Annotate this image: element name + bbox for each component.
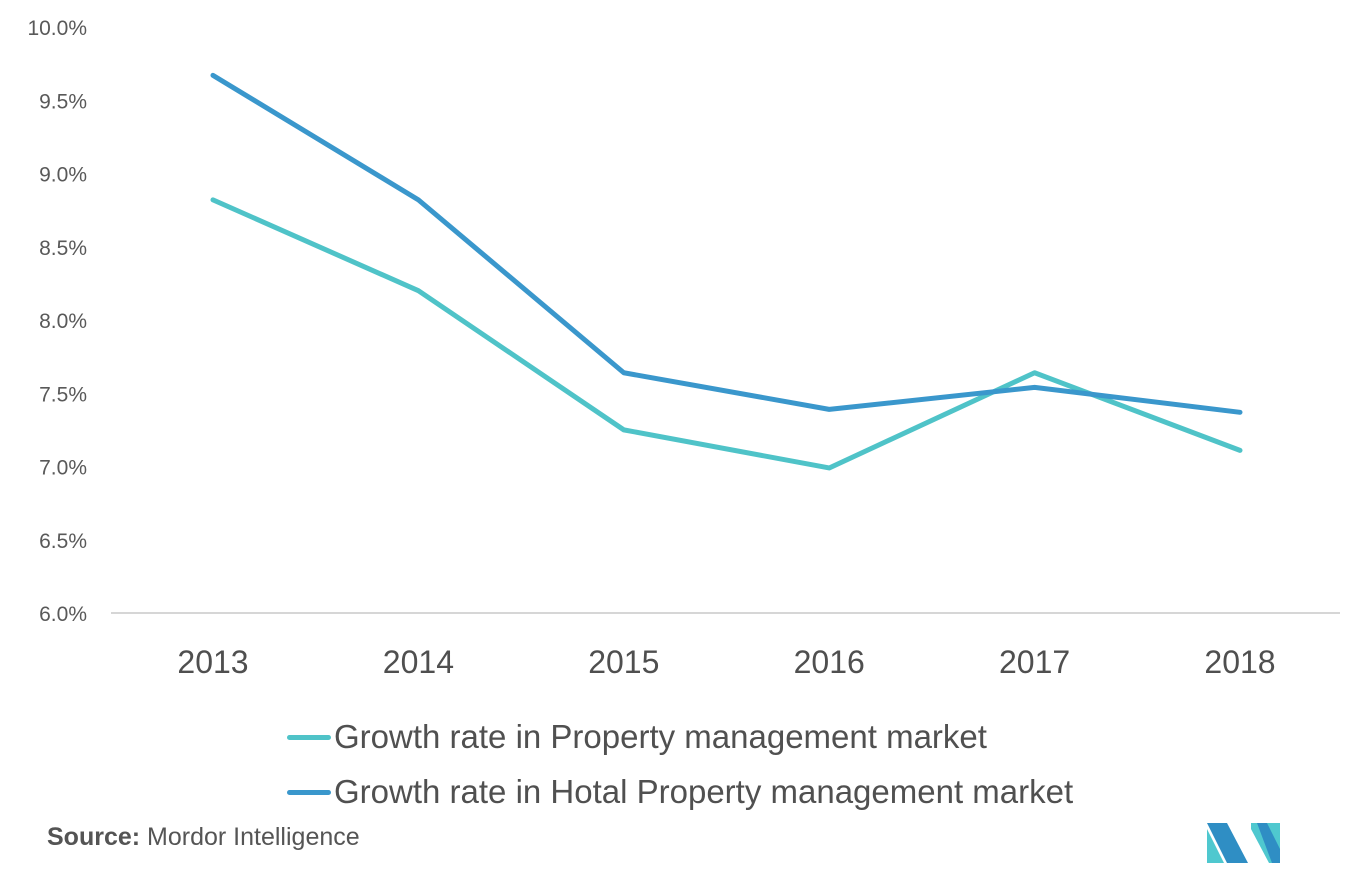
x-tick-label: 2013 (177, 644, 248, 680)
legend-swatch-property (287, 734, 331, 740)
mordor-intelligence-logo-icon (1207, 823, 1280, 863)
x-tick-label: 2015 (588, 644, 659, 680)
x-axis-ticks: 2013 2014 2015 2016 2017 2018 (177, 644, 1275, 680)
x-tick-label: 2017 (999, 644, 1070, 680)
y-tick-label: 8.0% (39, 310, 87, 333)
y-tick-label: 10.0% (27, 17, 87, 40)
y-tick-label: 7.5% (39, 383, 87, 406)
x-tick-label: 2018 (1204, 644, 1275, 680)
source-note: Source: Mordor Intelligence (47, 823, 360, 852)
y-tick-label: 8.5% (39, 237, 87, 260)
x-tick-label: 2014 (383, 644, 454, 680)
x-tick-label: 2016 (794, 644, 865, 680)
legend-item-property: Growth rate in Property management marke… (287, 718, 987, 756)
legend-label-hotel-property: Growth rate in Hotal Property management… (334, 773, 1074, 810)
series-lines (210, 72, 1243, 471)
legend-label-property: Growth rate in Property management marke… (334, 718, 987, 755)
source-name: Mordor Intelligence (147, 823, 360, 851)
legend-swatch-hotel-property (287, 789, 331, 795)
series-line-0 (210, 197, 1243, 471)
legend-item-hotel-property: Growth rate in Hotal Property management… (287, 773, 1073, 811)
y-tick-label: 6.0% (39, 603, 87, 626)
source-label: Source: (47, 823, 141, 851)
y-tick-label: 6.5% (39, 530, 87, 553)
y-tick-label: 9.0% (39, 164, 87, 187)
line-chart: 6.0% 6.5% 7.0% 7.5% 8.0% 8.5% 9.0% 9.5% 10.0% 20… (27, 17, 1340, 680)
y-tick-label: 7.0% (39, 457, 87, 480)
y-axis-ticks: 6.0% 6.5% 7.0% 7.5% 8.0% 8.5% 9.0% 9.5% 10.0% (27, 17, 87, 626)
series-line-1 (210, 72, 1243, 415)
y-tick-label: 9.5% (39, 90, 87, 113)
